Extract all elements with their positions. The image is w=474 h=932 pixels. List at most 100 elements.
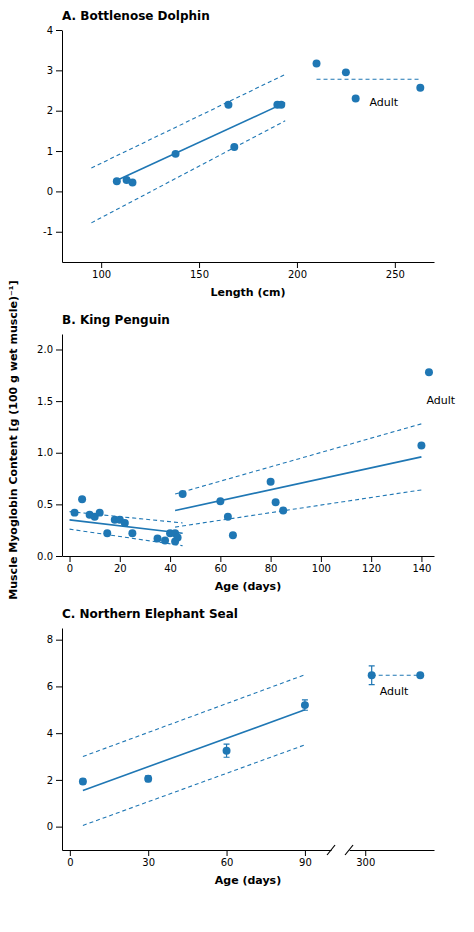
point (216, 497, 224, 505)
tick-label: 60 (214, 563, 227, 574)
tick-label: 150 (190, 269, 209, 280)
tick: 3 (47, 65, 62, 76)
ci-line (83, 745, 305, 826)
ci-line (91, 74, 285, 168)
tick: 2 (47, 775, 62, 786)
axis: 100 150 200 250 (63, 262, 435, 280)
ci-line (83, 675, 305, 757)
ci-line (70, 529, 183, 546)
error-bar (224, 744, 230, 757)
plot-area (368, 666, 425, 685)
tick-mark (70, 556, 71, 562)
tick: 0 (47, 186, 62, 197)
x-axis-label: Age (days) (215, 874, 281, 887)
point (78, 495, 86, 503)
line (83, 710, 305, 791)
tick: 6 (47, 681, 62, 692)
axis: 0.00.51.01.52.0 (37, 335, 62, 562)
point (71, 509, 79, 517)
tick-mark (101, 262, 102, 268)
tick-mark (56, 640, 62, 641)
tick-mark (297, 262, 298, 268)
tick-mark (421, 556, 422, 562)
ci-line (175, 424, 421, 494)
axis: -1 0 1 2 3 4 (43, 25, 62, 263)
ci-line (317, 79, 421, 80)
point (229, 531, 237, 539)
tick-label: 2 (47, 105, 53, 116)
error-bar (302, 700, 308, 710)
tick: 0.0 (37, 551, 62, 562)
point (174, 533, 182, 541)
point (172, 150, 180, 158)
panel: 0204060801001201400.00.51.01.52.0AdultB.… (37, 313, 456, 593)
tick-label: 80 (265, 563, 278, 574)
tick-mark (56, 556, 62, 557)
tick: 4 (47, 728, 62, 739)
title: B. King Penguin (62, 313, 170, 327)
tick-label: 3 (47, 65, 53, 76)
tick-label: 250 (386, 269, 405, 280)
plot-area (70, 368, 433, 545)
annotation: Adult (426, 394, 455, 407)
plot-area (91, 59, 424, 222)
tick: 60 (214, 556, 227, 574)
tick-label: 0.5 (37, 499, 53, 510)
tick-mark (305, 850, 306, 856)
tick: 8 (47, 634, 62, 645)
tick: 100 (92, 262, 111, 280)
tick-mark (220, 556, 221, 562)
point (279, 507, 287, 515)
point (121, 519, 129, 527)
tick: 100 (312, 556, 331, 574)
tick-mark (56, 504, 62, 505)
point (417, 442, 425, 450)
point (342, 68, 350, 76)
point (416, 84, 424, 92)
axis: 020406080100120140 (63, 556, 435, 574)
tick-mark (271, 556, 272, 562)
point (277, 101, 285, 109)
point (128, 179, 136, 187)
tick-mark (56, 686, 62, 687)
tick-mark (365, 850, 366, 856)
figure: 100150200250-101234AdultA. Bottlenose Do… (0, 0, 474, 932)
ci-line (175, 490, 421, 527)
tick: 4 (47, 25, 62, 36)
point (224, 513, 232, 521)
tick-label: 40 (164, 563, 177, 574)
tick-label: 1.5 (37, 396, 53, 407)
tick-label: -1 (43, 226, 53, 237)
axis-line (63, 850, 332, 851)
axis-line (62, 629, 63, 851)
plot-area (79, 675, 309, 826)
tick-mark (148, 850, 149, 856)
tick-mark (56, 191, 62, 192)
tick-label: 0.0 (37, 551, 53, 562)
tick-mark (56, 453, 62, 454)
point (79, 778, 87, 786)
axis: 300 (350, 850, 435, 868)
tick: 0 (67, 556, 73, 574)
tick: 1 (47, 146, 62, 157)
tick-label: 0 (47, 186, 53, 197)
axis-break (327, 845, 335, 855)
axis-line (63, 556, 435, 557)
tick-label: 2 (47, 775, 53, 786)
tick: 40 (164, 556, 177, 574)
tick-label: 60 (221, 857, 234, 868)
tick-label: 0 (67, 857, 73, 868)
tick-label: 0 (67, 563, 73, 574)
tick: 1.0 (37, 447, 62, 458)
tick: 90 (299, 850, 312, 868)
point (113, 177, 121, 185)
tick-label: 200 (288, 269, 307, 280)
tick-label: 20 (114, 563, 127, 574)
panel: 100150200250-101234AdultA. Bottlenose Do… (43, 9, 434, 299)
tick-label: 30 (142, 857, 155, 868)
point (301, 701, 309, 709)
tick: 120 (362, 556, 381, 574)
tick-mark (56, 827, 62, 828)
tick: 0 (67, 850, 73, 868)
tick-mark (170, 556, 171, 562)
